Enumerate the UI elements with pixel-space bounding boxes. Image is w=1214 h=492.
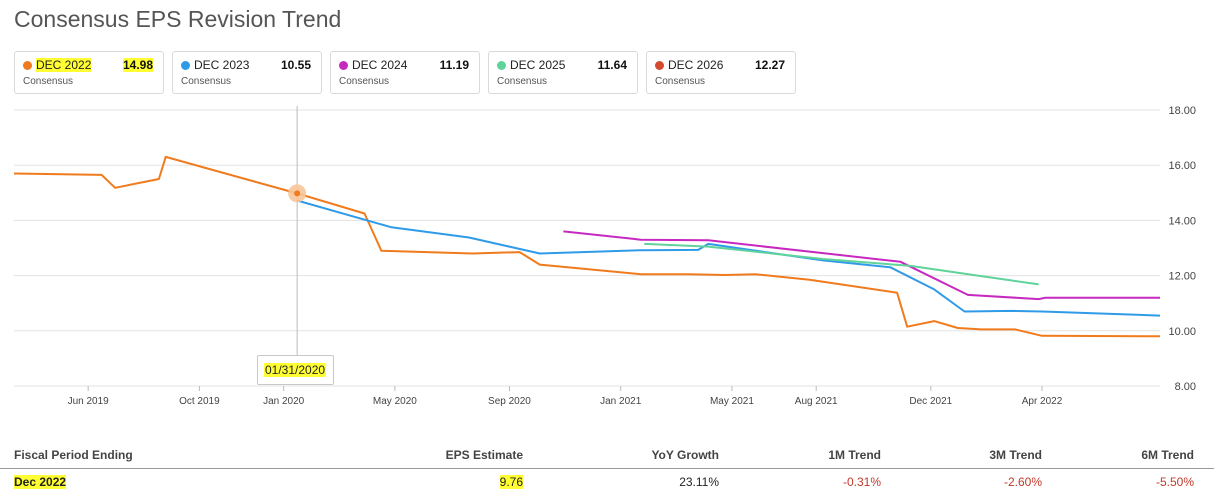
- legend-value: 11.19: [439, 58, 469, 72]
- legend-dec-2026[interactable]: DEC 2026 12.27 Consensus: [646, 51, 796, 94]
- y-tick-label: 16.00: [1168, 160, 1196, 172]
- y-tick-label: 10.00: [1168, 326, 1196, 338]
- cell-period[interactable]: Dec 2022: [14, 475, 67, 489]
- legend-value: 14.98: [122, 58, 153, 72]
- x-tick-label: Aug 2021: [795, 396, 838, 407]
- col-yoy-growth: YoY Growth: [651, 448, 719, 462]
- x-tick-label: Oct 2019: [179, 396, 220, 407]
- chart-tooltip: 01/31/2020: [257, 355, 334, 385]
- legend-dec-2024[interactable]: DEC 2024 11.19 Consensus: [330, 51, 480, 94]
- chart-series: [13, 155, 1161, 338]
- legend-dot-icon: [23, 61, 32, 70]
- legend-sub: Consensus: [497, 76, 548, 87]
- y-tick-label: 18.00: [1168, 105, 1196, 117]
- legend-dec-2023[interactable]: DEC 2023 10.55 Consensus: [172, 51, 322, 94]
- cell-yoy: 23.11%: [679, 475, 719, 489]
- cell-3m: -2.60%: [1003, 475, 1042, 489]
- col-3m-trend: 3M Trend: [989, 448, 1042, 462]
- cell-6m: -5.50%: [1155, 475, 1194, 489]
- cell-1m: -0.31%: [842, 475, 881, 489]
- legend-dot-icon: [181, 61, 190, 70]
- legend-dec-2025[interactable]: DEC 2025 11.64 Consensus: [488, 51, 638, 94]
- legend-label: DEC 2023: [194, 58, 250, 72]
- y-tick-label: 8.00: [1175, 381, 1196, 393]
- legend-label: DEC 2024: [352, 58, 408, 72]
- x-tick-label: May 2020: [373, 396, 417, 407]
- legend-value: 11.64: [597, 58, 627, 72]
- legend-sub: Consensus: [181, 76, 232, 87]
- legend-sub: Consensus: [23, 76, 74, 87]
- legend-label: DEC 2026: [668, 58, 724, 72]
- chart-y-axis: 8.00 10.00 12.00 14.00 16.00 18.00: [1168, 105, 1196, 393]
- series-line-dec-2025: [644, 242, 1039, 286]
- x-tick-label: Apr 2022: [1022, 396, 1063, 407]
- legend-label: DEC 2022: [36, 58, 92, 72]
- col-1m-trend: 1M Trend: [828, 448, 881, 462]
- chart-x-axis: Jun 2019 Oct 2019 Jan 2020 May 2020 Sep 2020…: [68, 386, 1063, 407]
- y-tick-label: 14.00: [1168, 215, 1196, 227]
- cell-eps: 9.76: [499, 475, 523, 489]
- legend-label: DEC 2025: [510, 58, 566, 72]
- legend-value: 10.55: [280, 58, 311, 72]
- legend-value: 12.27: [754, 58, 785, 72]
- eps-revision-chart[interactable]: Jun 2019 Oct 2019 Jan 2020 May 2020 Sep 2020…: [0, 100, 1214, 410]
- col-eps-estimate: EPS Estimate: [445, 448, 523, 462]
- x-tick-label: Dec 2021: [909, 396, 952, 407]
- y-tick-label: 12.00: [1168, 271, 1196, 283]
- x-tick-label: Sep 2020: [488, 396, 531, 407]
- legend-dot-icon: [497, 61, 506, 70]
- chart-grid: [14, 109, 1160, 387]
- series-line-dec-2022: [13, 155, 1161, 338]
- legend-dec-2022[interactable]: DEC 2022 14.98 Consensus: [14, 51, 164, 94]
- table-row[interactable]: Dec 2022 9.76 23.11% -0.31% -2.60% -5.50…: [0, 470, 1214, 492]
- x-tick-label: May 2021: [710, 396, 754, 407]
- highlight-point: [294, 190, 301, 197]
- series-line-dec-2024: [563, 230, 1160, 301]
- col-6m-trend: 6M Trend: [1141, 448, 1194, 462]
- x-tick-label: Jan 2020: [263, 396, 305, 407]
- legend-dot-icon: [339, 61, 348, 70]
- chart-highlight: [288, 184, 307, 203]
- x-tick-label: Jan 2021: [600, 396, 642, 407]
- tooltip-date: 01/31/2020: [264, 363, 327, 377]
- legend-sub: Consensus: [339, 76, 390, 87]
- col-fiscal-period: Fiscal Period Ending: [14, 448, 133, 462]
- table-header: Fiscal Period Ending EPS Estimate YoY Gr…: [0, 440, 1214, 469]
- legend-sub: Consensus: [655, 76, 706, 87]
- legend-dot-icon: [655, 61, 664, 70]
- x-tick-label: Jun 2019: [68, 396, 110, 407]
- page-title: Consensus EPS Revision Trend: [14, 6, 342, 32]
